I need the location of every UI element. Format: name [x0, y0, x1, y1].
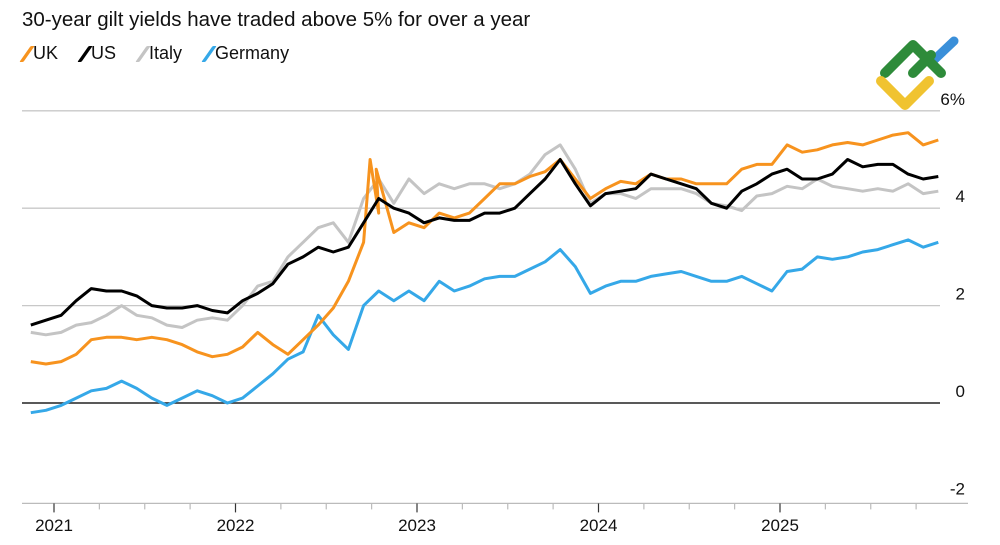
legend-item-germany: Germany — [201, 43, 290, 64]
legend-item-us: US — [77, 43, 117, 64]
x-axis: 2021 2022 2023 2024 2025 — [22, 502, 968, 535]
x-tick-label: 2021 — [35, 516, 73, 535]
y-tick-label: -2 — [950, 479, 965, 498]
y-axis-labels: 6% 4 2 0 -2 — [940, 90, 965, 499]
y-tick-label: 4 — [956, 187, 965, 206]
series-lines — [30, 131, 939, 415]
series-line-us — [30, 158, 939, 327]
series-line-italy — [30, 143, 939, 337]
gridlines — [22, 110, 940, 404]
legend-item-italy: Italy — [135, 43, 183, 64]
legend: UK US Italy Germany — [19, 43, 290, 64]
chart-title: 30-year gilt yields have traded above 5%… — [22, 8, 531, 31]
y-tick-label: 6% — [940, 90, 965, 109]
y-tick-label: 0 — [956, 382, 965, 401]
x-tick-label: 2023 — [398, 516, 436, 535]
legend-label: Italy — [149, 43, 183, 63]
x-tick-label: 2022 — [217, 516, 255, 535]
legend-item-uk: UK — [19, 43, 59, 64]
legend-label: UK — [33, 43, 59, 63]
brand-logo — [876, 36, 959, 110]
y-tick-label: 2 — [956, 285, 965, 304]
x-tick-label: 2024 — [580, 516, 618, 535]
legend-label: US — [91, 43, 117, 63]
x-tick-label: 2025 — [761, 516, 799, 535]
series-line-germany — [30, 238, 939, 415]
legend-label: Germany — [215, 43, 290, 63]
series-line-uk — [30, 131, 939, 366]
